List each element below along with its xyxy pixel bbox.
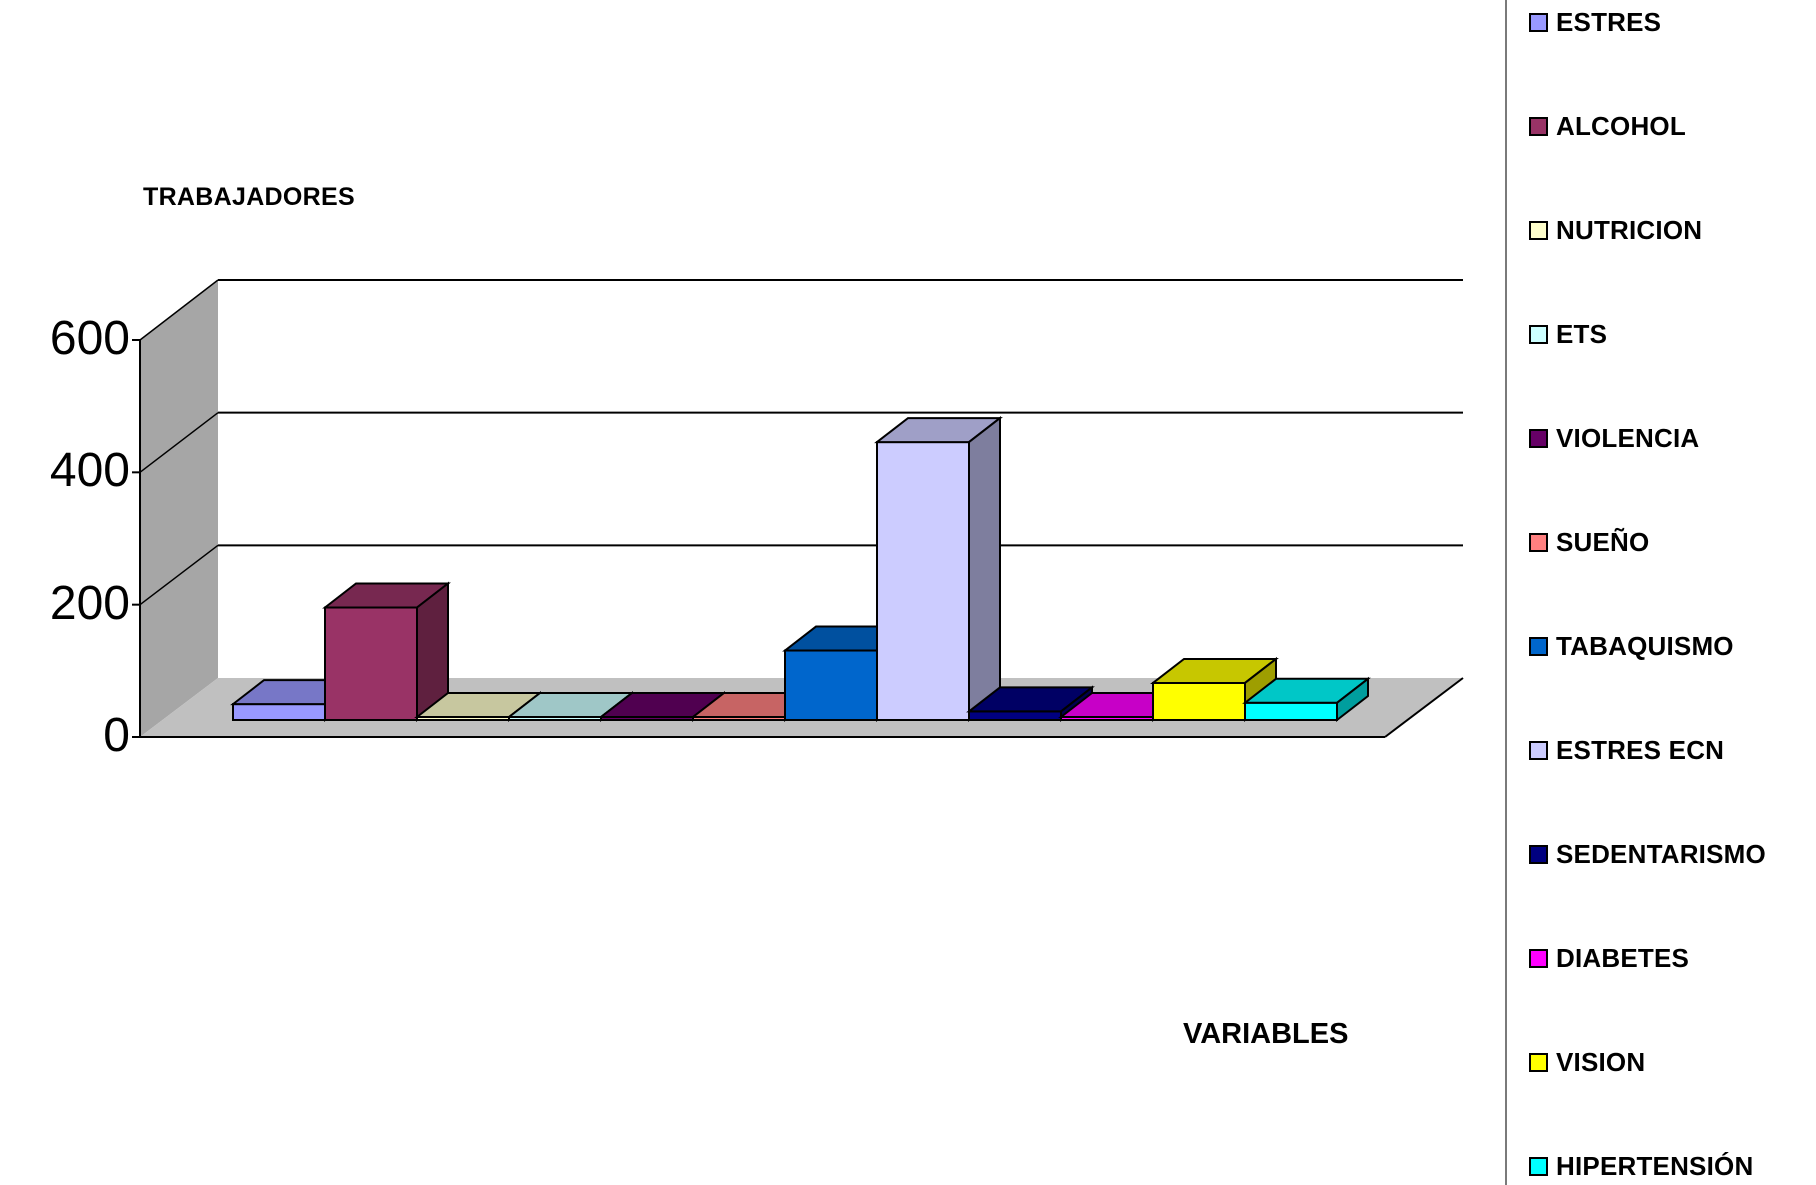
legend-item: VIOLENCIA xyxy=(1529,423,1699,453)
bar-side xyxy=(1336,676,1369,723)
legend-label: NUTRICION xyxy=(1556,214,1703,245)
legend-item: ETS xyxy=(1529,319,1607,349)
legend-swatch xyxy=(1529,844,1548,864)
bar-front xyxy=(324,606,418,721)
bar-front xyxy=(232,703,326,721)
legend-item: SUEÑO xyxy=(1529,527,1649,557)
legend-swatch xyxy=(1529,428,1548,448)
bar-side xyxy=(968,416,1001,723)
legend-label: ESTRES xyxy=(1556,6,1662,37)
y-tick-label: 600 xyxy=(49,312,130,365)
side-wall xyxy=(140,280,218,737)
legend-swatch xyxy=(1529,324,1548,344)
legend-item: ESTRES xyxy=(1529,7,1661,37)
y-axis-ticks xyxy=(132,339,140,738)
legend-swatch xyxy=(1529,636,1548,656)
legend-label: HIPERTENSIÓN xyxy=(1556,1150,1754,1181)
legend-item: VISION xyxy=(1529,1047,1645,1077)
legend-swatch xyxy=(1529,740,1548,760)
chart-bars xyxy=(230,416,1371,723)
legend: ESTRES ALCOHOL NUTRICION ETS VIOLENCIA SUEÑO T… xyxy=(1505,0,1816,1185)
legend-item: NUTRICION xyxy=(1529,215,1702,245)
legend-item: SEDENTARISMO xyxy=(1529,839,1766,869)
legend-label: SEDENTARISMO xyxy=(1556,838,1766,869)
y-axis-label: TRABAJADORES xyxy=(143,183,355,211)
legend-label: VIOLENCIA xyxy=(1556,422,1700,453)
bar-front xyxy=(1244,701,1338,722)
legend-swatch xyxy=(1529,1156,1548,1176)
bar-estres-ecn xyxy=(874,416,1003,723)
bar-vision xyxy=(1150,656,1279,723)
legend-swatch xyxy=(1529,948,1548,968)
legend-label: ESTRES ECN xyxy=(1556,734,1725,765)
side-gridline xyxy=(139,279,219,341)
bar-front xyxy=(968,710,1062,721)
legend-label: DIABETES xyxy=(1556,942,1690,973)
legend-swatch xyxy=(1529,220,1548,240)
y-tick-label: 0 xyxy=(103,709,130,762)
bar-hipertensión xyxy=(1242,676,1371,723)
chart-gridlines xyxy=(139,279,1463,606)
floor-right-edge xyxy=(1384,677,1464,738)
side-gridline xyxy=(139,412,219,473)
legend-swatch xyxy=(1529,12,1548,32)
x-axis-label: VARIABLES xyxy=(1183,1018,1349,1050)
legend-label: TABAQUISMO xyxy=(1556,630,1734,661)
bar-front xyxy=(1152,681,1246,721)
legend-item: ALCOHOL xyxy=(1529,111,1686,141)
y-tick-label: 200 xyxy=(49,576,130,630)
legend-swatch xyxy=(1529,116,1548,136)
legend-swatch xyxy=(1529,1052,1548,1072)
side-gridline xyxy=(139,544,219,606)
legend-item: ESTRES ECN xyxy=(1529,735,1724,765)
legend-item: TABAQUISMO xyxy=(1529,631,1734,661)
legend-label: ALCOHOL xyxy=(1556,110,1686,141)
legend-item: DIABETES xyxy=(1529,943,1689,973)
bar-front xyxy=(784,649,878,722)
bar-front xyxy=(876,441,970,721)
legend-swatch xyxy=(1529,532,1548,552)
legend-label: SUEÑO xyxy=(1556,526,1650,557)
y-tick-label: 400 xyxy=(49,444,130,498)
bar-violencia xyxy=(598,690,727,723)
legend-label: ETS xyxy=(1556,318,1608,349)
legend-label: VISION xyxy=(1556,1046,1646,1077)
bar-alcohol xyxy=(322,581,451,723)
legend-item: HIPERTENSIÓN xyxy=(1529,1151,1753,1181)
